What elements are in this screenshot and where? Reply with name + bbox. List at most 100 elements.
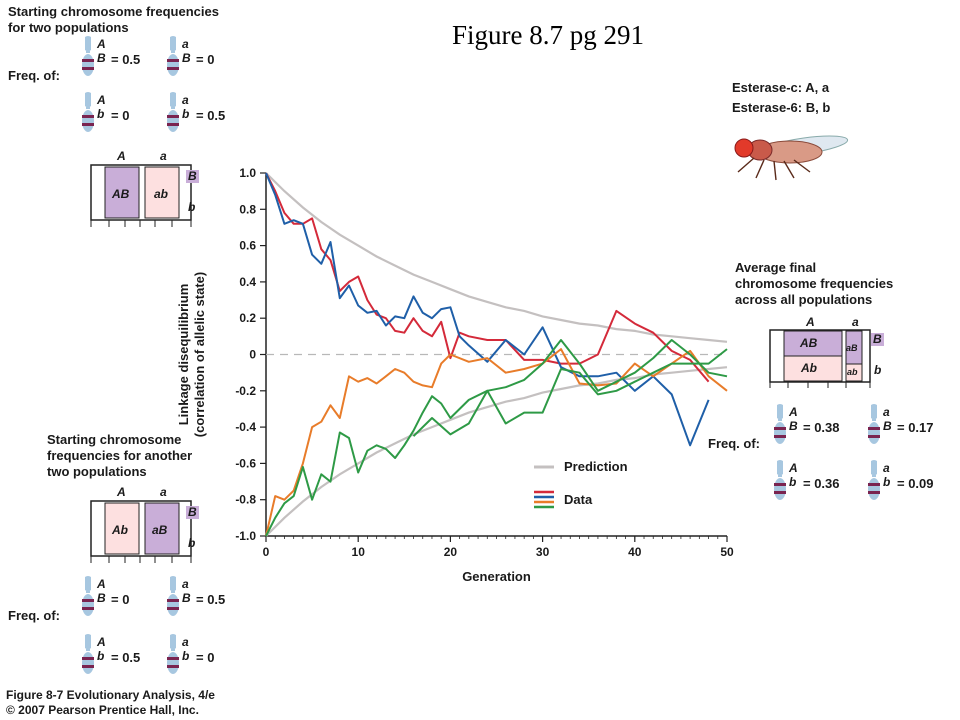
right-heading-line1: Average final (735, 260, 817, 275)
y-axis-label-line2: (correlation of allelic state) (192, 272, 207, 437)
right-cell-ab: ab (847, 367, 858, 377)
chromosome-icon (167, 576, 179, 616)
x-tick-label: 40 (628, 545, 642, 559)
frequency-value: = 0 (196, 650, 215, 665)
chromosome-icon (167, 634, 179, 674)
y-tick-label: 0 (249, 348, 256, 362)
top-left-box-col2: a (160, 149, 167, 163)
top-left-row1: B (186, 169, 199, 183)
top-left-heading-line1: Starting chromosome frequencies (8, 4, 219, 19)
y-tick-label: 0.8 (239, 202, 256, 216)
right-cell-AB: AB (800, 336, 818, 350)
caption: Figure 8-7 Evolutionary Analysis, 4/e © … (6, 688, 215, 718)
top-left-row2: b (188, 200, 196, 214)
allele-top: A (97, 635, 106, 649)
bottom-left-heading-line2: frequencies for another (47, 448, 193, 463)
chromosome-icon (82, 634, 94, 674)
frequency-value: = 0.5 (196, 108, 226, 123)
right-heading: Average final chromosome frequencies acr… (735, 260, 893, 308)
chromosome-icon (868, 460, 880, 500)
data-series-line-green (265, 339, 728, 537)
chromosome-icon (774, 404, 786, 444)
frequency-value: = 0 (196, 52, 215, 67)
bottom-left-heading-line1: Starting chromosome (47, 432, 182, 447)
x-tick-label: 10 (352, 545, 366, 559)
chromosome-icon (82, 36, 94, 76)
top-left-cell2: ab (154, 187, 169, 201)
data-series-line-blue (265, 172, 710, 447)
prediction-curve-negative (265, 366, 728, 537)
allele-top: a (883, 461, 890, 475)
data-series-line-green (412, 348, 728, 437)
frequency-value: = 0.5 (111, 52, 141, 67)
allele-top: A (789, 461, 798, 475)
frequency-value: = 0.5 (196, 592, 226, 607)
y-tick-label: 1.0 (239, 166, 256, 180)
right-row2: b (874, 363, 882, 377)
allele-top: A (97, 93, 106, 107)
right-row1: B (871, 332, 884, 346)
frequency-value: = 0.09 (897, 476, 934, 491)
top-left-heading: Starting chromosome frequencies for two … (8, 4, 219, 36)
x-tick-label: 0 (263, 545, 270, 559)
top-left-freq-label: Freq. of: (8, 68, 60, 83)
y-tick-label: -1.0 (235, 529, 256, 543)
y-tick-label: -0.6 (235, 456, 256, 470)
right-freq-label: Freq. of: (708, 436, 760, 451)
frequency-value: = 0.5 (111, 650, 141, 665)
allele-bottom: b (883, 475, 891, 489)
data-series-line-orange (265, 348, 728, 537)
y-tick-label: 0.6 (239, 239, 256, 253)
esterase-6-label: Esterase-6: B, b (732, 100, 831, 115)
bottom-left-heading-line3: two populations (47, 464, 147, 479)
x-axis-label: Generation (462, 569, 531, 584)
legend-prediction-label: Prediction (564, 459, 628, 474)
frequency-value: = 0.38 (803, 420, 840, 435)
allele-bottom: B (883, 419, 892, 433)
right-cell-aB: aB (846, 343, 858, 353)
allele-top: a (182, 37, 189, 51)
frequency-value: = 0.36 (803, 476, 840, 491)
y-tick-label: 0.2 (239, 311, 256, 325)
allele-bottom: B (182, 51, 191, 65)
chart-axes: 1.0 0.8 0.6 0.4 0.2 0 -0.2 -0.4 -0.6 -0.8 -1.0 0 10 2… (176, 166, 734, 584)
chromosome-icon (167, 92, 179, 132)
bottom-left-cell1: Ab (112, 523, 128, 537)
right-heading-line3: across all populations (735, 292, 873, 307)
allele-bottom: b (182, 107, 190, 121)
allele-bottom: b (97, 649, 105, 663)
right-cell-Ab: Ab (801, 361, 817, 375)
top-left-box-col1: A (117, 149, 126, 163)
bottom-left-box-col1: A (117, 485, 126, 499)
bottom-left-heading: Starting chromosome frequencies for anot… (47, 432, 192, 480)
y-tick-label: -0.4 (235, 420, 256, 434)
chromosome-icon (82, 576, 94, 616)
legend-data-label: Data (564, 492, 593, 507)
allele-bottom: B (789, 419, 798, 433)
right-box-col2: a (852, 315, 859, 329)
frequency-value: = 0.17 (897, 420, 934, 435)
allele-top: a (182, 93, 189, 107)
allele-top: A (789, 405, 798, 419)
allele-bottom: b (182, 649, 190, 663)
bottom-left-box-col2: a (160, 485, 167, 499)
top-left-heading-line2: for two populations (8, 20, 129, 35)
top-left-chromosome-box (90, 164, 192, 227)
top-left-cell1: AB (112, 187, 130, 201)
y-tick-label: -0.8 (235, 493, 256, 507)
prediction-curve-positive (265, 172, 728, 343)
chromosome-icon (774, 460, 786, 500)
right-chromosome-box (769, 329, 871, 388)
allele-bottom: b (789, 475, 797, 489)
right-box-col1: A (806, 315, 815, 329)
bottom-left-freq-label: Freq. of: (8, 608, 60, 623)
chart-legend: Prediction Data (534, 459, 628, 509)
y-tick-label: -0.2 (235, 384, 256, 398)
chromosome-icon (82, 92, 94, 132)
bottom-left-chromosome-box (90, 500, 192, 563)
x-tick-label: 50 (720, 545, 734, 559)
frequency-value: = 0 (111, 108, 130, 123)
bottom-left-cell2: aB (152, 523, 168, 537)
bottom-left-row2: b (188, 536, 196, 550)
allele-bottom: b (97, 107, 105, 121)
